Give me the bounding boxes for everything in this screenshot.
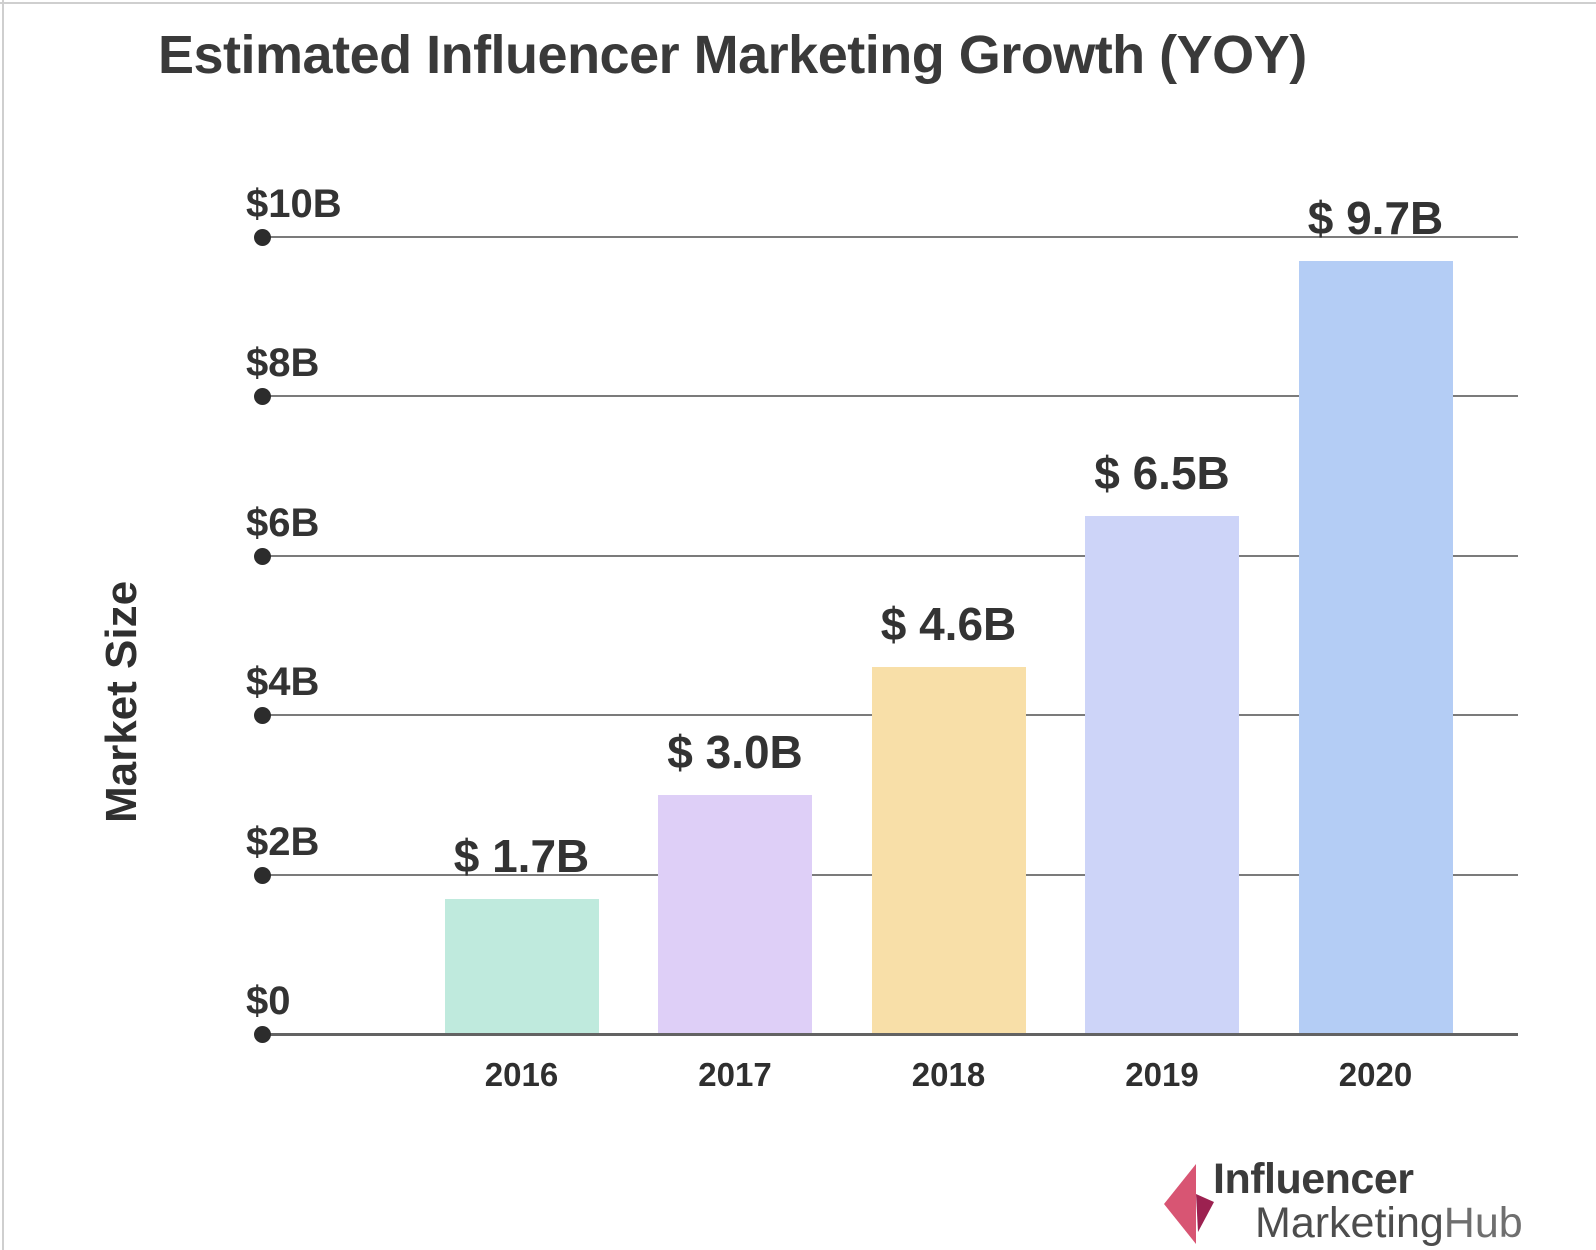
bar-2019 xyxy=(1085,515,1239,1034)
value-label-2017: $ 3.0B xyxy=(667,725,803,778)
logo-arrow-dark-triangle xyxy=(1196,1194,1214,1232)
y-tick-label-8B: $8B xyxy=(246,341,320,386)
value-label-2018: $ 4.6B xyxy=(880,598,1017,651)
chart-title: Estimated Influencer Marketing Growth (Y… xyxy=(158,25,1307,85)
x-tick-label-2019: 2019 xyxy=(1125,1056,1199,1093)
value-label-2019: $ 6.5B xyxy=(1094,446,1230,499)
y-tick-label-2B: $2B xyxy=(246,819,320,864)
x-tick-label-2018: 2018 xyxy=(911,1056,986,1093)
value-label-2020: $ 9.7B xyxy=(1307,191,1444,244)
frame-border-top xyxy=(0,2,1596,4)
brand-logo: Influencer MarketingHub xyxy=(1160,1153,1580,1250)
axis-dot-8B xyxy=(254,388,271,406)
bar-2016 xyxy=(444,898,599,1034)
logo-arrow-icon xyxy=(1164,1164,1214,1244)
frame-border-left xyxy=(2,0,4,1250)
gridline-0 xyxy=(262,1033,1518,1036)
axis-dot-10B xyxy=(254,229,271,246)
y-tick-label-6B: $6B xyxy=(246,500,320,545)
logo-text-marketinghub: MarketingHub xyxy=(1255,1199,1523,1248)
x-tick-label-2020: 2020 xyxy=(1338,1056,1413,1093)
bar-2020 xyxy=(1298,260,1453,1034)
axis-dot-2B xyxy=(254,866,271,884)
value-label-2016: $ 1.7B xyxy=(453,829,590,882)
gridline-8B xyxy=(262,395,1518,398)
logo-text-influencer: Influencer xyxy=(1213,1155,1414,1203)
gridline-10B xyxy=(262,236,1518,238)
axis-dot-6B xyxy=(254,547,271,565)
gridline-6B xyxy=(262,554,1518,557)
axis-dot-0 xyxy=(254,1026,271,1043)
logo-text-hub: Hub xyxy=(1443,1199,1523,1247)
y-tick-label-0: $0 xyxy=(246,979,291,1023)
bar-2017 xyxy=(658,794,812,1034)
logo-arrow-pink-triangle xyxy=(1164,1164,1196,1244)
y-tick-label-4B: $4B xyxy=(246,660,320,705)
y-tick-label-10B: $10B xyxy=(246,182,342,226)
axis-dot-4B xyxy=(254,707,271,725)
x-tick-label-2016: 2016 xyxy=(484,1056,559,1093)
bar-2018 xyxy=(871,667,1026,1034)
logo-text-marketing: Marketing xyxy=(1255,1199,1444,1247)
x-tick-label-2017: 2017 xyxy=(698,1056,772,1093)
